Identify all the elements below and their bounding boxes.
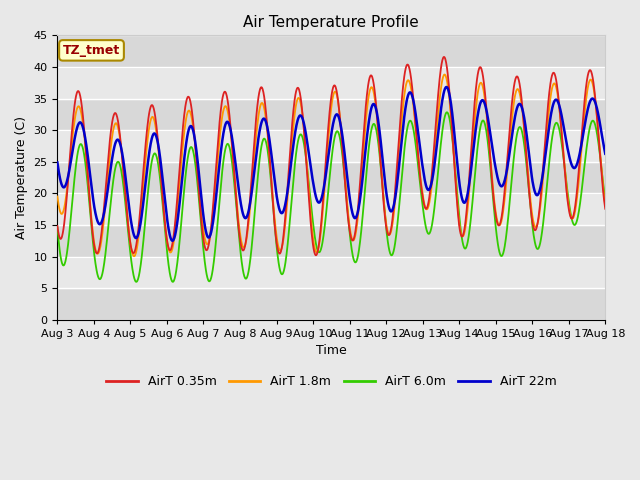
AirT 1.8m xyxy=(441,72,449,77)
AirT 22m xyxy=(237,201,244,207)
AirT 0.35m xyxy=(312,252,320,258)
AirT 0.35m xyxy=(489,184,497,190)
Bar xyxy=(58,67,605,98)
AirT 1.8m xyxy=(537,198,545,204)
Line: AirT 0.35m: AirT 0.35m xyxy=(58,57,605,255)
Line: AirT 6.0m: AirT 6.0m xyxy=(58,112,605,282)
AirT 1.8m xyxy=(602,203,609,208)
Title: Air Temperature Profile: Air Temperature Profile xyxy=(243,15,419,30)
AirT 0.35m xyxy=(175,170,183,176)
Y-axis label: Air Temperature (C): Air Temperature (C) xyxy=(15,116,28,239)
Bar xyxy=(58,98,605,130)
AirT 6.0m xyxy=(537,237,545,242)
AirT 22m xyxy=(54,159,61,165)
Line: AirT 1.8m: AirT 1.8m xyxy=(58,74,605,256)
AirT 1.8m xyxy=(489,181,497,187)
AirT 6.0m xyxy=(169,279,177,285)
Bar xyxy=(58,162,605,193)
AirT 1.8m xyxy=(130,253,138,259)
AirT 22m xyxy=(168,238,176,244)
AirT 0.35m xyxy=(54,223,61,229)
AirT 0.35m xyxy=(537,192,545,197)
AirT 6.0m xyxy=(417,186,424,192)
AirT 1.8m xyxy=(163,232,170,238)
AirT 6.0m xyxy=(162,238,170,243)
AirT 6.0m xyxy=(54,225,61,230)
AirT 22m xyxy=(489,147,497,153)
AirT 22m xyxy=(176,200,184,206)
AirT 6.0m xyxy=(602,198,609,204)
AirT 1.8m xyxy=(417,176,424,182)
Bar xyxy=(58,130,605,162)
AirT 1.8m xyxy=(237,236,244,242)
AirT 6.0m xyxy=(443,109,451,115)
AirT 22m xyxy=(417,150,424,156)
AirT 0.35m xyxy=(440,54,447,60)
AirT 22m xyxy=(162,206,170,212)
AirT 6.0m xyxy=(489,190,497,195)
AirT 6.0m xyxy=(176,238,184,244)
Bar xyxy=(58,288,605,320)
AirT 22m xyxy=(443,84,451,90)
Text: TZ_tmet: TZ_tmet xyxy=(63,44,120,57)
AirT 1.8m xyxy=(54,193,61,199)
AirT 22m xyxy=(602,151,609,156)
Bar xyxy=(58,36,605,67)
AirT 22m xyxy=(537,182,545,188)
AirT 6.0m xyxy=(237,252,244,258)
Bar xyxy=(58,193,605,225)
AirT 0.35m xyxy=(602,206,609,212)
Line: AirT 22m: AirT 22m xyxy=(58,87,605,241)
AirT 0.35m xyxy=(162,229,170,235)
Bar xyxy=(58,256,605,288)
X-axis label: Time: Time xyxy=(316,344,347,357)
AirT 0.35m xyxy=(417,179,424,184)
AirT 0.35m xyxy=(237,240,244,246)
AirT 1.8m xyxy=(176,180,184,186)
Bar xyxy=(58,225,605,256)
Legend: AirT 0.35m, AirT 1.8m, AirT 6.0m, AirT 22m: AirT 0.35m, AirT 1.8m, AirT 6.0m, AirT 2… xyxy=(101,370,561,393)
